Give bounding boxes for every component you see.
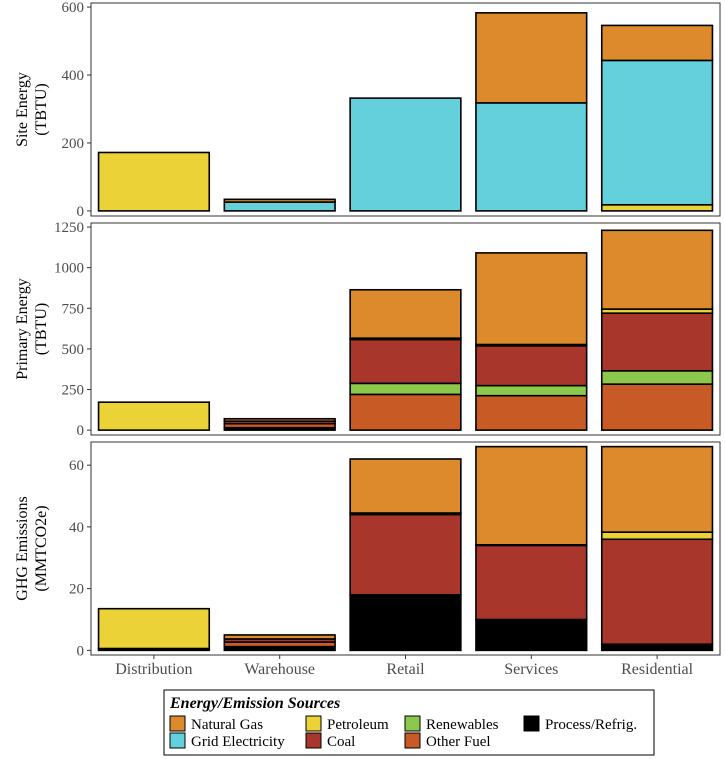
bar-services-natural-gas: [475, 445, 588, 546]
bar-residential-petroleum: [600, 203, 714, 212]
y-axis-title: GHG Emissions (MMTCO2e): [14, 496, 50, 600]
bar-services-coal: [475, 544, 588, 621]
bar-residential-coal: [600, 538, 714, 645]
bar-retail-other-fuel: [349, 393, 462, 431]
bar-retail-coal: [349, 338, 462, 385]
y-tick-label: 750: [62, 301, 85, 317]
x-category-label: Retail: [386, 661, 425, 678]
legend-swatch-renewables: [404, 715, 421, 732]
y-axis-title: Primary Energy (TBTU): [14, 278, 50, 379]
y-axis-title-line: Site Energy: [14, 72, 31, 147]
bar-residential-natural-gas: [600, 445, 714, 533]
y-axis-title-line: (TBTU): [33, 303, 50, 355]
y-tick-label: 400: [62, 68, 85, 84]
legend-swatch-petroleum: [305, 715, 322, 732]
y-tick-label: 60: [69, 458, 84, 474]
bar-services-natural-gas: [475, 252, 588, 346]
legend-swatch-other-fuel: [404, 732, 421, 749]
bar-distribution-petroleum: [97, 151, 211, 212]
legend-swatch-natural-gas: [169, 715, 186, 732]
bar-services-other-fuel: [475, 394, 588, 431]
bar-residential-natural-gas: [600, 24, 714, 62]
y-tick-label: 1250: [54, 220, 84, 236]
y-axis-title-line: GHG Emissions: [14, 496, 31, 600]
legend-label-other-fuel: Other Fuel: [426, 734, 491, 750]
legend-swatch-grid-electricity: [169, 732, 186, 749]
bar-retail-grid-electricity: [349, 97, 462, 212]
panel-1: 0 200 400 600 Site Energy (TBTU): [14, 0, 721, 220]
legend-label-petroleum: Petroleum: [327, 717, 389, 733]
bar-residential-renewables: [600, 370, 714, 385]
legend-swatch-coal: [305, 732, 322, 749]
bar-warehouse-grid-electricity: [223, 201, 336, 212]
y-tick-label: 250: [62, 383, 85, 399]
bar-services-grid-electricity: [475, 102, 588, 212]
legend-label-process-refrig: Process/Refrig.: [545, 717, 637, 733]
y-tick-label: 1000: [54, 261, 84, 277]
bar-residential-other-fuel: [600, 383, 714, 431]
legend-label-renewables: Renewables: [426, 717, 499, 733]
y-axis-title-line: (MMTCO2e): [33, 505, 50, 591]
legend-label-coal: Coal: [327, 734, 355, 750]
bar-warehouse-natural-gas: [223, 417, 336, 422]
bar-residential-process-refrig: [600, 643, 714, 652]
bar-distribution-petroleum: [97, 401, 211, 431]
x-category-label: Residential: [621, 661, 694, 678]
y-axis-title: Site Energy (TBTU): [14, 72, 50, 147]
bar-distribution-petroleum: [97, 607, 211, 650]
legend-title: Energy/Emission Sources: [169, 695, 340, 712]
y-tick-label: 200: [62, 136, 85, 152]
bar-residential-petroleum: [600, 531, 714, 541]
bar-warehouse-natural-gas: [223, 198, 336, 203]
bar-residential-grid-electricity: [600, 59, 714, 206]
y-tick-label: 500: [62, 342, 85, 358]
bar-retail-natural-gas: [349, 458, 462, 514]
bar-services-renewables: [475, 384, 588, 397]
y-tick-label: 600: [62, 0, 85, 16]
bar-residential-natural-gas: [600, 229, 714, 310]
y-axis-title-line: Primary Energy: [14, 278, 31, 379]
panel-3: 0 20 40 60 GHG Emissions (MMTCO2e): [14, 441, 721, 659]
x-category-label: Services: [504, 661, 558, 678]
legend-label-natural-gas: Natural Gas: [191, 717, 263, 733]
x-category-label: Warehouse: [244, 661, 315, 678]
bar-retail-natural-gas: [349, 288, 462, 339]
y-tick-label: 40: [69, 520, 84, 536]
bar-retail-renewables: [349, 382, 462, 396]
legend-swatch-process-refrig: [523, 715, 540, 732]
bar-warehouse-natural-gas: [223, 634, 336, 640]
panel-2: 0 250 500 750 1000 1250 Primary Energy (TBTU): [14, 220, 721, 439]
y-tick-label: 20: [69, 582, 84, 598]
y-axis-title-line: (TBTU): [33, 83, 50, 135]
legend-label-grid-electricity: Grid Electricity: [191, 734, 285, 750]
bar-services-coal: [475, 345, 588, 387]
bar-residential-coal: [600, 312, 714, 372]
bar-retail-process-refrig: [349, 594, 462, 652]
y-tick-label: 0: [77, 643, 85, 659]
y-tick-label: 0: [77, 204, 85, 220]
bar-services-process-refrig: [475, 618, 588, 652]
bar-services-natural-gas: [475, 12, 588, 104]
x-category-label: Distribution: [115, 661, 192, 678]
bar-retail-coal: [349, 513, 462, 596]
y-tick-label: 0: [77, 423, 85, 439]
